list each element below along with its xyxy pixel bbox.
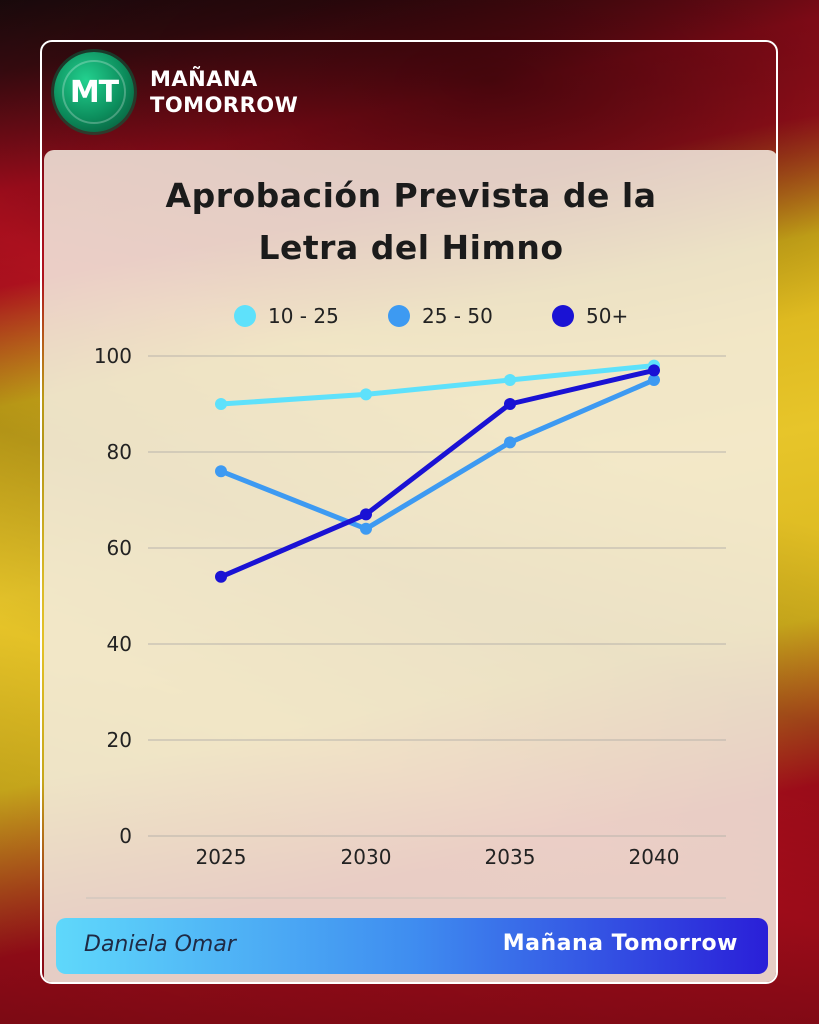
chart-title-line2: Letra del Himno xyxy=(258,228,564,267)
brand-name-line2: TOMORROW xyxy=(150,93,299,117)
data-point-series-1 xyxy=(215,398,227,410)
legend-swatch-series-3 xyxy=(552,305,574,327)
series-line-3 xyxy=(218,367,657,580)
x-tick-label: 2040 xyxy=(629,845,680,869)
legend-label-series-1: 10 - 25 xyxy=(268,304,339,328)
x-tick-label: 2035 xyxy=(485,845,536,869)
logo-badge-icon: MT xyxy=(54,52,134,132)
x-tick-label: 2025 xyxy=(196,845,247,869)
data-point-series-2 xyxy=(648,374,660,386)
data-point-series-3 xyxy=(215,570,227,583)
y-tick-label: 100 xyxy=(94,344,132,368)
series-line-1 xyxy=(218,363,657,407)
brand-logo: MT MAÑANA TOMORROW xyxy=(54,52,298,132)
series-line-2 xyxy=(218,377,657,532)
legend-swatch-series-1 xyxy=(234,305,256,327)
card: MT MAÑANA TOMORROW Aprobación Prevista d… xyxy=(40,40,778,984)
legend-swatch-series-2 xyxy=(388,305,410,327)
data-point-series-3 xyxy=(360,508,372,521)
legend-label-series-3: 50+ xyxy=(586,304,629,328)
chart-panel: Aprobación Prevista de la Letra del Himn… xyxy=(44,150,776,982)
legend-label-series-2: 25 - 50 xyxy=(422,304,493,328)
data-point-series-3 xyxy=(504,398,516,410)
legend-item-series-3: 50+ xyxy=(552,304,628,328)
brand-name: MAÑANA TOMORROW xyxy=(150,66,298,118)
data-point-series-1 xyxy=(360,388,372,401)
chart-legend: 10 - 25 25 - 50 50+ xyxy=(44,304,776,328)
footer-bar: Daniela Omar Mañana Tomorrow xyxy=(56,918,768,974)
data-point-series-2 xyxy=(360,522,372,535)
y-tick-label: 0 xyxy=(119,824,132,848)
y-tick-label: 20 xyxy=(107,728,132,752)
data-point-series-2 xyxy=(215,465,227,478)
y-tick-label: 40 xyxy=(107,632,132,656)
footer-brand: Mañana Tomorrow xyxy=(502,931,738,956)
legend-item-series-1: 10 - 25 xyxy=(234,304,339,328)
data-point-series-2 xyxy=(504,436,516,449)
brand-name-line1: MAÑANA xyxy=(150,67,258,91)
x-tick-label: 2030 xyxy=(341,845,392,869)
logo-initials: MT xyxy=(69,74,119,110)
data-point-series-3 xyxy=(648,364,660,377)
y-tick-label: 80 xyxy=(107,440,132,464)
chart-title-line1: Aprobación Prevista de la xyxy=(165,176,657,215)
data-point-series-1 xyxy=(504,374,516,386)
y-tick-label: 60 xyxy=(107,536,132,560)
footer-author: Daniela Omar xyxy=(84,932,236,957)
chart-title: Aprobación Prevista de la Letra del Himn… xyxy=(44,170,776,274)
legend-item-series-2: 25 - 50 xyxy=(388,304,493,328)
